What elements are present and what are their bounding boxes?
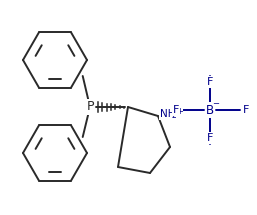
Text: +: + [176, 106, 183, 115]
Text: F: F [207, 133, 213, 143]
Text: F: F [207, 77, 213, 87]
Text: P: P [86, 100, 94, 114]
Text: −: − [213, 100, 219, 109]
Text: B: B [206, 103, 214, 117]
Text: F: F [243, 105, 249, 115]
Text: 2: 2 [172, 112, 177, 120]
Text: NH: NH [160, 109, 176, 119]
Text: F: F [173, 105, 179, 115]
